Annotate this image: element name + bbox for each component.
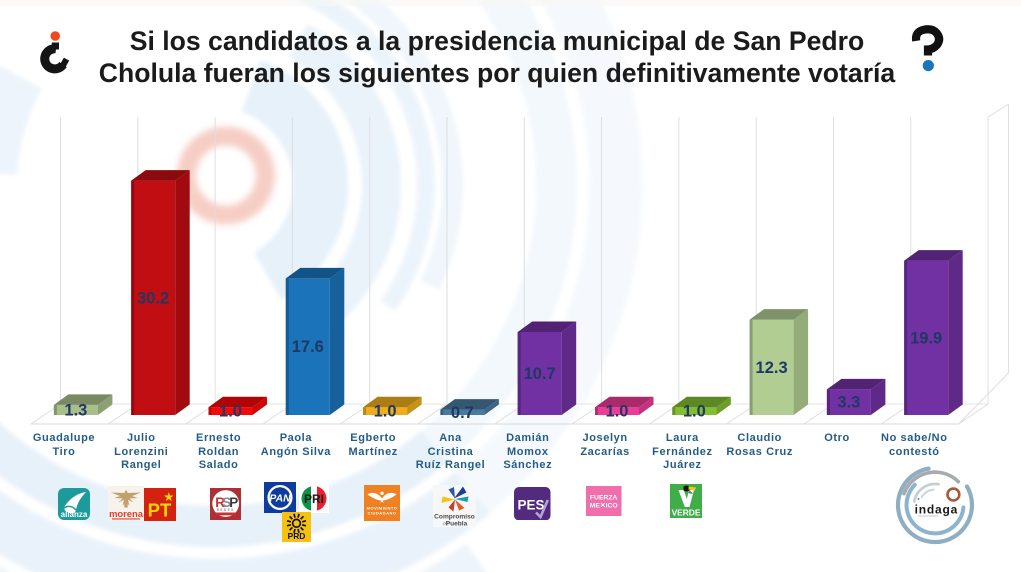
svg-text:S: S [222, 495, 231, 510]
svg-text:VERDE: VERDE [672, 507, 701, 517]
svg-text:1.0: 1.0 [606, 403, 629, 421]
svg-text:alianza: alianza [60, 510, 87, 519]
svg-text:PRD: PRD [287, 531, 305, 541]
svg-text:PAN: PAN [269, 494, 291, 505]
svg-text:12.3: 12.3 [756, 359, 788, 377]
svg-text:indaga: indaga [915, 503, 958, 517]
svg-text:REDES: REDES [217, 508, 235, 512]
svg-text:por: por [443, 521, 449, 525]
svg-text:P: P [229, 495, 238, 510]
svg-text:Puebla: Puebla [445, 520, 467, 527]
svg-text:R: R [215, 495, 225, 510]
svg-text:FUERZA: FUERZA [590, 494, 618, 501]
svg-text:PRI: PRI [304, 492, 324, 506]
svg-text:morena: morena [109, 508, 144, 519]
svg-text:MOVIMIENTO: MOVIMIENTO [366, 505, 397, 510]
svg-text:ME✕ICO: ME✕ICO [590, 502, 618, 509]
svg-text:PES: PES [518, 497, 545, 512]
svg-text:1.0: 1.0 [683, 403, 706, 421]
svg-text:30.2: 30.2 [137, 289, 169, 307]
svg-text:Compromiso: Compromiso [434, 513, 475, 520]
svg-text:CIUDADANO: CIUDADANO [367, 510, 396, 515]
svg-text:0.7: 0.7 [451, 404, 474, 422]
svg-text:PT: PT [147, 499, 171, 520]
svg-text:17.6: 17.6 [292, 338, 324, 356]
svg-text:19.9: 19.9 [910, 329, 942, 347]
svg-text:1.0: 1.0 [219, 403, 242, 421]
svg-text:3.3: 3.3 [837, 394, 860, 412]
svg-text:1.3: 1.3 [64, 402, 87, 420]
svg-text:1.0: 1.0 [374, 403, 397, 421]
svg-text:10.7: 10.7 [524, 365, 556, 383]
